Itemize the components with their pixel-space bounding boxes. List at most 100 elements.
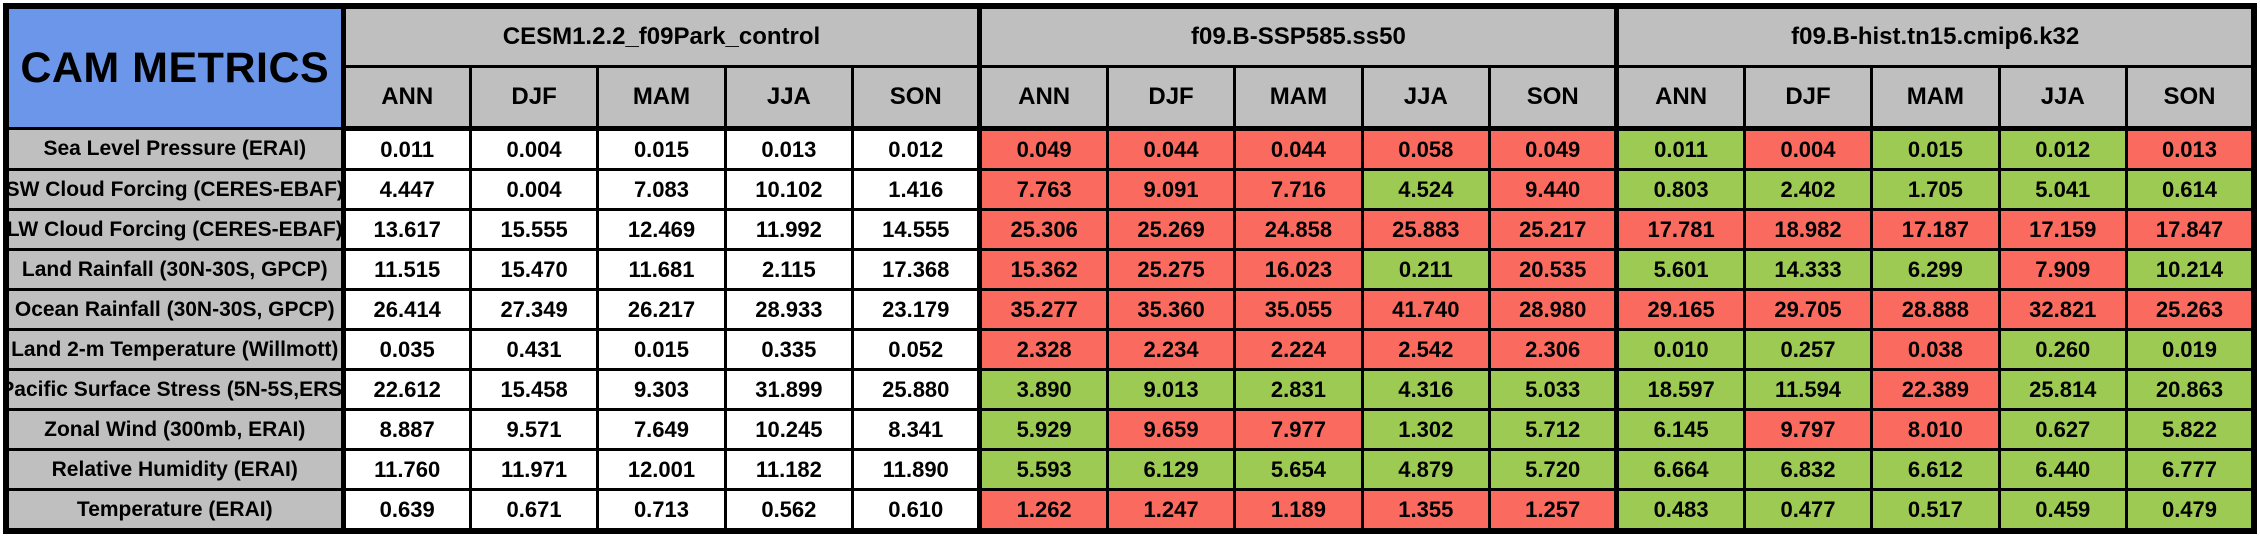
metric-value-cell: 1.262 [977,488,1109,533]
metric-value-cell: 17.368 [851,248,982,291]
metric-label-clip: Zonal Wind (300mb, ERAI) [9,417,340,442]
metric-value-cell: 0.479 [2124,488,2256,533]
metric-value-cell: 32.821 [1997,288,2128,331]
metric-value-cell: 1.705 [1870,168,2001,211]
metric-value-cell: 5.654 [1233,448,1364,491]
metric-value-cell: 15.555 [468,208,600,251]
metric-value-cell: 1.302 [1360,408,1492,451]
metric-value-cell: 0.517 [1870,488,2001,533]
metric-value-cell: 0.671 [468,488,600,533]
metric-value-cell: 6.832 [1742,448,1874,491]
metric-value-cell: 0.459 [1997,488,2128,533]
table-row: Land 2-m Temperature (Willmott) 0.035 0.43… [4,328,2256,371]
metric-value-cell: 12.001 [596,448,727,491]
table-row: Temperature (ERAI) 0.639 0.671 0.713 0.562 0.… [4,488,2256,533]
metric-value-cell: 22.612 [340,368,472,411]
metric-value-cell: 17.159 [1997,208,2128,251]
metric-value-cell: 0.211 [1360,248,1492,291]
metric-value-cell: 0.012 [851,127,982,171]
metric-value-cell: 0.052 [851,328,982,371]
metric-value-cell: 7.977 [1233,408,1364,451]
metric-value-cell: 5.601 [1614,248,1746,291]
metric-value-cell: 0.049 [977,127,1109,171]
metric-value-cell: 0.044 [1233,127,1364,171]
metric-value-cell: 0.260 [1997,328,2128,371]
metric-label: Ocean Rainfall (30N-30S, GPCP) [14,297,335,321]
metric-value-cell: 7.909 [1997,248,2128,291]
metric-value-cell: 11.992 [723,208,855,251]
table-row: Land Rainfall (30N-30S, GPCP) 11.515 15.47… [4,248,2256,291]
metric-value-cell: 0.035 [340,328,472,371]
metric-label-clip: Relative Humidity (ERAI) [9,458,340,482]
metric-value-cell: 7.083 [596,168,727,211]
metric-value-cell: 25.880 [851,368,982,411]
metric-value-cell: 6.145 [1614,408,1746,451]
metric-label-cell: Zonal Wind (300mb, ERAI) [4,408,345,451]
season-header-son: SON [2124,65,2256,131]
metric-value-cell: 20.863 [2124,368,2256,411]
metric-label: Land Rainfall (30N-30S, GPCP) [21,257,328,281]
season-header-djf: DJF [1742,65,1874,131]
metric-value-cell: 18.597 [1614,368,1746,411]
metric-label: Zonal Wind (300mb, ERAI) [44,417,306,441]
metric-value-cell: 2.402 [1742,168,1874,211]
metric-value-cell: 5.720 [1488,448,1619,491]
metric-value-cell: 0.013 [723,127,855,171]
metric-value-cell: 4.524 [1360,168,1492,211]
metric-value-cell: 2.328 [977,328,1109,371]
metric-label-clip: LW Cloud Forcing (CERES-EBAF) [9,217,341,242]
metric-value-cell: 0.483 [1614,488,1746,533]
metric-value-cell: 25.306 [977,208,1109,251]
metric-value-cell: 7.649 [596,408,727,451]
metric-value-cell: 0.562 [723,488,855,533]
metric-value-cell: 6.129 [1105,448,1237,491]
metric-value-cell: 26.414 [340,288,472,331]
metric-value-cell: 23.179 [851,288,982,331]
metric-value-cell: 2.831 [1233,368,1364,411]
metric-value-cell: 11.182 [723,448,855,491]
metric-value-cell: 25.883 [1360,208,1492,251]
metric-value-cell: 6.440 [1997,448,2128,491]
metric-value-cell: 20.535 [1488,248,1619,291]
metric-value-cell: 5.041 [1997,168,2128,211]
metric-label: LW Cloud Forcing (CERES-EBAF) [9,217,341,241]
metric-value-cell: 0.038 [1870,328,2001,371]
metric-value-cell: 8.341 [851,408,982,451]
metric-value-cell: 6.299 [1870,248,2001,291]
metric-value-cell: 25.263 [2124,288,2256,331]
metric-value-cell: 0.010 [1614,328,1746,371]
metric-value-cell: 0.004 [1742,127,1874,171]
metric-value-cell: 12.469 [596,208,727,251]
metric-value-cell: 6.612 [1870,448,2001,491]
metric-value-cell: 25.217 [1488,208,1619,251]
season-header-son: SON [851,65,982,131]
metric-value-cell: 0.004 [468,127,600,171]
metric-value-cell: 16.023 [1233,248,1364,291]
metric-value-cell: 26.217 [596,288,727,331]
season-header-djf: DJF [1105,65,1237,131]
table-row: Pacific Surface Stress (5N-5S,ERS) 22.612… [4,368,2256,411]
season-header-mam: MAM [1233,65,1364,131]
metric-value-cell: 10.214 [2124,248,2256,291]
model-header-row: CAM METRICS CESM1.2.2_f09Park_control f0… [4,4,2256,130]
metric-value-cell: 4.447 [340,168,472,211]
metric-value-cell: 28.933 [723,288,855,331]
metric-label-clip: Pacific Surface Stress (5N-5S,ERS) [9,378,340,402]
metric-value-cell: 35.277 [977,288,1109,331]
metric-label-cell: Land Rainfall (30N-30S, GPCP) [4,248,345,291]
metric-value-cell: 35.360 [1105,288,1237,331]
table-row: LW Cloud Forcing (CERES-EBAF) 13.617 15.55… [4,208,2256,251]
metric-value-cell: 0.015 [596,328,727,371]
metric-value-cell: 2.115 [723,248,855,291]
metric-value-cell: 11.515 [340,248,472,291]
metric-value-cell: 29.705 [1742,288,1874,331]
metric-value-cell: 8.010 [1870,408,2001,451]
metric-value-cell: 0.004 [468,168,600,211]
metric-value-cell: 9.013 [1105,368,1237,411]
metric-label-cell: Temperature (ERAI) [4,488,345,533]
metric-value-cell: 0.477 [1742,488,1874,533]
metric-value-cell: 9.440 [1488,168,1619,211]
metric-label-cell: Ocean Rainfall (30N-30S, GPCP) [4,288,345,331]
metric-value-cell: 9.659 [1105,408,1237,451]
metric-value-cell: 6.777 [2124,448,2256,491]
